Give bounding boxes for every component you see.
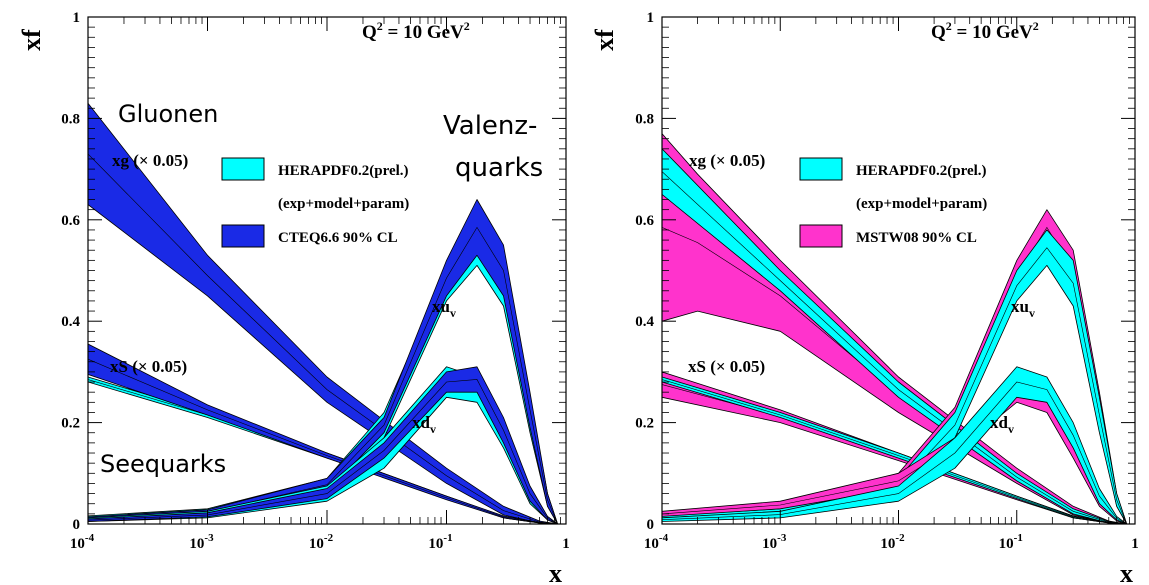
annotation-quarks: quarks xyxy=(455,153,543,183)
x-tick-label: 10-4 xyxy=(70,532,95,552)
x-tick-exponent: -1 xyxy=(443,532,452,544)
x-tick-exponent: -2 xyxy=(324,532,334,544)
legend: HERAPDF0.2(prel.) (exp+model+param) MSTW08… xyxy=(799,157,987,248)
legend-swatch-herapdf0-2-prel xyxy=(221,157,265,181)
curve-label-xg-0-05: xg (× 0.05) xyxy=(689,151,765,170)
legend-swatch-cteq6-6-90-cl xyxy=(221,224,265,248)
annotation-valenz: Valenz- xyxy=(443,111,537,141)
y-tick-label: 0.2 xyxy=(635,416,654,432)
curve-label-xg-0-05: xg (× 0.05) xyxy=(112,151,188,170)
x-tick-label: 10-1 xyxy=(999,532,1023,552)
pdf-panel-mstw: 0 0.2 0.4 0.6 0.8 1 10-4 10-3 10-2 10-1 1 xf x Q2 = 1… xyxy=(590,10,1139,585)
x-tick-label: 10-1 xyxy=(428,532,452,552)
q2-exp2: 2 xyxy=(1033,19,1039,33)
central-xd-v-cteq6-6-90-cl xyxy=(88,379,558,524)
y-tick-label: 0.4 xyxy=(635,314,654,330)
x-tick-exponent: -2 xyxy=(895,532,905,544)
y-tick-label: 1 xyxy=(73,10,81,26)
legend-swatch-herapdf0-2-prel xyxy=(799,157,843,181)
y-axis-label: xf xyxy=(590,29,619,51)
q2-exp: 2 xyxy=(377,19,383,33)
x-tick-label: 1 xyxy=(1131,536,1139,552)
curve-label-subscript: v xyxy=(450,306,456,320)
y-axis-label: xf xyxy=(17,29,46,51)
legend-swatch-mstw08-90-cl xyxy=(799,224,843,248)
annotation-seequarks: Seequarks xyxy=(100,450,226,478)
bands xyxy=(88,102,558,524)
y-tick-label: 0.6 xyxy=(635,213,654,229)
q2-mid: = 10 GeV xyxy=(952,22,1033,43)
q2-label: Q2 = 10 GeV2 xyxy=(362,19,470,43)
legend: HERAPDF0.2(prel.) (exp+model+param) CTEQ6.… xyxy=(221,157,409,248)
x-axis-label: x xyxy=(1120,559,1133,585)
x-tick-label: 10-3 xyxy=(189,532,214,552)
q2-exp2: 2 xyxy=(464,19,470,33)
y-tick-label: 0.8 xyxy=(635,111,654,127)
q2-exp: 2 xyxy=(946,19,952,33)
x-tick-label: 10-2 xyxy=(309,532,334,552)
x-tick-exponent: -4 xyxy=(85,532,95,544)
x-tick-label: 1 xyxy=(562,536,570,552)
x-tick-exponent: -1 xyxy=(1014,532,1023,544)
central-xd-v-herapdf0-2-prel xyxy=(662,381,1127,524)
q2-mid: = 10 GeV xyxy=(383,22,464,43)
band-xd-v-herapdf0-2-prel xyxy=(662,366,1128,524)
x-axis-label: x xyxy=(549,559,562,585)
x-tick-label: 10-3 xyxy=(762,532,787,552)
legend-sublabel: (exp+model+param) xyxy=(278,196,409,212)
legend-label-mstw08-90-cl: MSTW08 90% CL xyxy=(856,230,977,246)
y-tick-label: 0.6 xyxy=(61,213,80,229)
x-tick-label: 10-4 xyxy=(644,532,669,552)
x-tick-exponent: -3 xyxy=(777,532,787,544)
y-tick-label: 0.2 xyxy=(61,416,80,432)
x-tick-exponent: -3 xyxy=(204,532,214,544)
x-tick-label: 10-2 xyxy=(880,532,905,552)
curve-label-xu: xuv xyxy=(1011,297,1035,320)
band-xd-v-cteq6-6-90-cl xyxy=(88,366,558,524)
y-tick-label: 1 xyxy=(647,10,655,26)
legend-label-herapdf0-2-prel: HERAPDF0.2(prel.) xyxy=(856,163,987,179)
bands xyxy=(662,133,1128,524)
curve-label-subscript: v xyxy=(430,422,436,436)
y-tick-label: 0 xyxy=(73,517,81,533)
legend-sublabel: (exp+model+param) xyxy=(856,196,987,212)
legend-label-herapdf0-2-prel: HERAPDF0.2(prel.) xyxy=(278,163,409,179)
curve-label-subscript: v xyxy=(1029,306,1035,320)
annotation-gluonen: Gluonen xyxy=(118,100,218,128)
curve-label-xd: xdv xyxy=(990,413,1014,436)
pdf-panel-cteq: 0 0.2 0.4 0.6 0.8 1 10-4 10-3 10-2 10-1 1 xf x Q2 = 1… xyxy=(17,10,570,585)
y-tick-label: 0.8 xyxy=(61,111,80,127)
band-xg-0-05-mstw08-90-cl xyxy=(662,133,1128,524)
curve-label-xs-0-05: xS (× 0.05) xyxy=(688,357,765,376)
q2-label: Q2 = 10 GeV2 xyxy=(931,19,1039,43)
legend-label-cteq6-6-90-cl: CTEQ6.6 90% CL xyxy=(278,230,398,246)
curve-label-subscript: v xyxy=(1008,422,1014,436)
curve-label-xs-0-05: xS (× 0.05) xyxy=(110,357,187,376)
y-tick-label: 0 xyxy=(647,517,655,533)
x-tick-exponent: -4 xyxy=(659,532,669,544)
y-tick-label: 0.4 xyxy=(61,314,80,330)
